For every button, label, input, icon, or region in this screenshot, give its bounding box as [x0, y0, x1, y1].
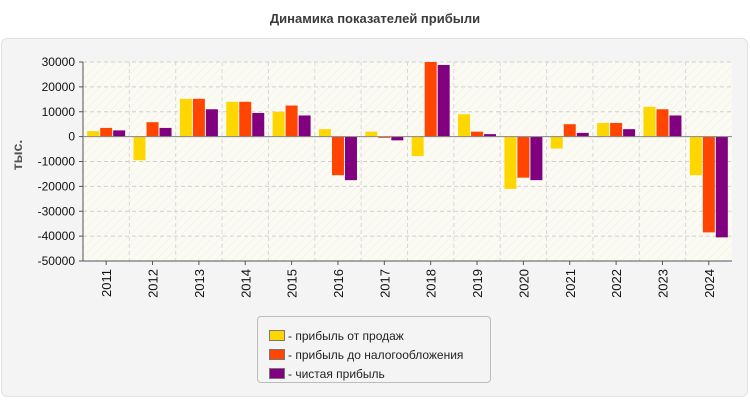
- bar: [424, 62, 437, 137]
- legend-label: - прибыль от продаж: [288, 328, 404, 343]
- bar: [656, 109, 669, 137]
- bar: [365, 131, 378, 137]
- x-tick-label: 2024: [702, 269, 717, 298]
- bar: [504, 136, 517, 189]
- x-tick-label: 2017: [377, 269, 392, 298]
- bar: [610, 122, 623, 137]
- legend-item: - прибыль от продаж: [258, 326, 490, 345]
- chart-legend: - прибыль от продаж - прибыль до налогооб…: [257, 316, 491, 383]
- y-tick-label: 30000: [42, 55, 76, 69]
- x-tick-label: 2013: [192, 269, 207, 298]
- y-tick-label: -50000: [38, 254, 76, 268]
- bar: [205, 109, 218, 137]
- bar: [331, 136, 344, 176]
- bar: [623, 129, 636, 137]
- bar: [471, 131, 484, 137]
- bar: [484, 134, 497, 137]
- bar: [597, 122, 610, 137]
- x-tick-label: 2021: [563, 269, 578, 298]
- bar: [563, 124, 576, 137]
- x-tick-label: 2014: [238, 269, 253, 298]
- x-tick-label: 2016: [331, 269, 346, 298]
- bar: [411, 136, 424, 157]
- chart-title: Динамика показателей прибыли: [269, 11, 481, 26]
- bar: [239, 101, 252, 137]
- legend-label: - прибыль до налогообложения: [288, 347, 464, 362]
- bar: [179, 98, 192, 137]
- bar: [100, 127, 113, 137]
- y-tick-label: -30000: [38, 204, 76, 218]
- bar: [689, 136, 702, 176]
- legend-label: - чистая прибыль: [288, 366, 385, 381]
- bar: [285, 105, 298, 137]
- bar: [192, 98, 205, 137]
- legend-item: - прибыль до налогообложения: [258, 345, 490, 364]
- bar: [550, 136, 563, 149]
- bar: [344, 136, 357, 181]
- bar: [702, 136, 715, 233]
- y-tick-label: -20000: [38, 179, 76, 193]
- x-tick-label: 2018: [424, 269, 439, 298]
- y-axis-label: тыс.: [9, 140, 25, 171]
- y-tick-label: 0: [68, 130, 75, 144]
- legend-item: - чистая прибыль: [258, 364, 490, 383]
- bar: [252, 112, 265, 137]
- bar: [378, 136, 391, 138]
- bar: [113, 130, 126, 137]
- y-tick-label: 20000: [42, 80, 76, 94]
- bar: [643, 106, 656, 137]
- y-tick-label: -40000: [38, 229, 76, 243]
- legend-swatch: [269, 349, 285, 360]
- bar: [669, 115, 682, 137]
- legend-swatch: [269, 368, 285, 379]
- bar: [87, 131, 100, 137]
- bar: [437, 64, 450, 137]
- x-tick-label: 2011: [99, 269, 114, 297]
- x-tick-label: 2022: [609, 269, 624, 298]
- bar: [715, 136, 728, 238]
- x-tick-label: 2012: [146, 269, 161, 298]
- bar: [530, 136, 543, 181]
- bar: [318, 129, 331, 137]
- bar: [576, 132, 589, 137]
- bar: [133, 136, 146, 161]
- y-tick-label: 10000: [42, 105, 76, 119]
- bar: [272, 111, 285, 137]
- bar: [159, 127, 172, 137]
- y-tick-label: -10000: [38, 155, 76, 169]
- bar: [517, 136, 530, 178]
- x-tick-label: 2020: [516, 269, 531, 298]
- legend-swatch: [269, 330, 285, 341]
- x-tick-label: 2015: [285, 269, 300, 298]
- bar: [298, 115, 311, 137]
- bar: [391, 136, 404, 141]
- bar: [458, 114, 471, 137]
- bar: [146, 122, 159, 137]
- bar: [226, 101, 239, 137]
- x-tick-label: 2019: [470, 269, 485, 298]
- x-tick-label: 2023: [655, 269, 670, 298]
